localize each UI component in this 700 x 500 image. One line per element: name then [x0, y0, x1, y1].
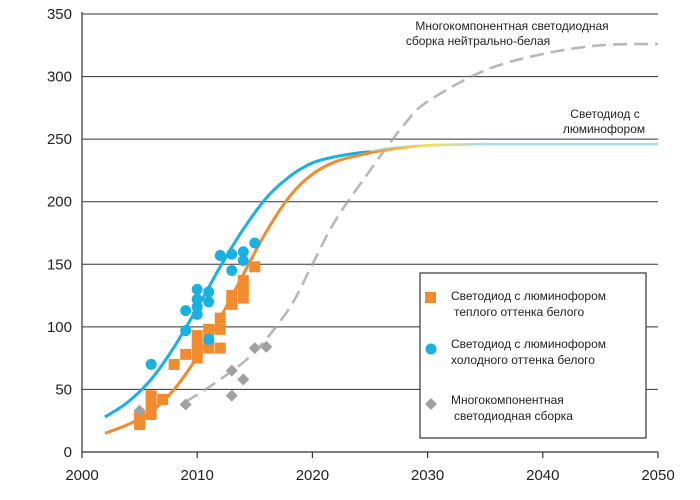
- annotation-multi-line1: Многокомпонентная светодиодная: [415, 19, 608, 33]
- point-warm: [191, 346, 203, 358]
- point-warm: [191, 340, 203, 352]
- point-warm: [237, 283, 249, 295]
- trend-warm: [104, 151, 371, 435]
- point-cool: [191, 283, 203, 295]
- point-multi: [248, 342, 261, 355]
- legend-warm-marker: [425, 292, 436, 303]
- point-cool: [180, 305, 192, 317]
- point-cool: [203, 286, 215, 298]
- x-tick-label: 2010: [181, 467, 214, 484]
- point-cool: [226, 265, 238, 277]
- x-tick-label: 2030: [411, 467, 444, 484]
- y-tick-label: 200: [47, 194, 72, 211]
- y-tick-label: 100: [47, 319, 72, 336]
- x-tick-label: 2040: [526, 467, 559, 484]
- point-multi: [133, 404, 146, 417]
- point-cool: [191, 293, 203, 305]
- grid-lines: [82, 13, 658, 390]
- point-cool: [180, 325, 192, 337]
- trend-cool: [104, 150, 371, 419]
- legend-multi-marker: [425, 398, 437, 410]
- y-tick-label: 300: [47, 69, 72, 86]
- y-tick-label: 350: [47, 6, 72, 23]
- y-tick-label: 0: [64, 444, 72, 461]
- point-cool: [145, 358, 157, 370]
- point-cool: [226, 248, 238, 260]
- x-tick-label: 2000: [65, 467, 98, 484]
- data-points: [133, 237, 273, 430]
- legend-warm-line2: теплого оттенка белого: [454, 305, 584, 319]
- legend-cool-line1: Светодиод с люминофором: [451, 337, 606, 351]
- point-multi: [225, 364, 238, 377]
- legend-warm-line1: Светодиод с люминофором: [451, 289, 606, 303]
- legend-cool-line2: холодного оттенка белого: [451, 353, 595, 367]
- point-warm: [157, 393, 169, 405]
- x-tick-label: 2020: [296, 467, 329, 484]
- point-warm: [226, 298, 238, 310]
- y-tick-label: 150: [47, 256, 72, 273]
- point-warm: [191, 352, 203, 364]
- annotation-multi-line2: сборка нейтрально-белая: [406, 34, 550, 48]
- point-warm: [214, 342, 226, 354]
- point-cool: [237, 255, 249, 267]
- point-warm: [249, 261, 261, 273]
- point-warm: [134, 418, 146, 430]
- point-cool: [203, 333, 215, 345]
- point-warm: [214, 312, 226, 324]
- legend-box: [419, 272, 647, 439]
- point-cool: [249, 237, 261, 249]
- annotation-phosphor-line2: люминофором: [563, 122, 645, 136]
- point-multi: [260, 340, 273, 353]
- legend-multi-line2: светодиодная сборка: [454, 409, 573, 423]
- point-multi: [225, 389, 238, 402]
- point-cool: [203, 296, 215, 308]
- annotation-phosphor-line1: Светодиод с: [570, 107, 639, 121]
- point-warm: [145, 390, 157, 402]
- point-warm: [191, 330, 203, 342]
- point-warm: [203, 323, 215, 335]
- point-warm: [145, 408, 157, 420]
- axes: 0 50 100 150 200 250 300 350 2000 2010 2020 2030 204…: [47, 6, 675, 484]
- point-warm: [237, 275, 249, 287]
- point-warm: [134, 411, 146, 423]
- point-cool: [237, 246, 249, 258]
- point-warm: [203, 342, 215, 354]
- point-warm: [226, 290, 238, 302]
- point-warm: [145, 400, 157, 412]
- y-tick-label: 250: [47, 131, 72, 148]
- legend-multi-line1: Многокомпонентная: [451, 393, 564, 407]
- point-multi: [179, 398, 192, 411]
- y-tick-label: 50: [55, 381, 72, 398]
- legend-cool-marker: [425, 343, 437, 355]
- point-cool: [214, 250, 226, 262]
- point-warm: [214, 323, 226, 335]
- legend: Светодиод с люминофором теплого оттенка …: [419, 272, 647, 439]
- point-warm: [180, 348, 192, 360]
- point-warm: [168, 358, 180, 370]
- point-warm: [237, 292, 249, 304]
- point-multi: [237, 373, 250, 386]
- trend-warm-tail: [369, 142, 486, 155]
- x-tick-label: 2050: [641, 467, 674, 484]
